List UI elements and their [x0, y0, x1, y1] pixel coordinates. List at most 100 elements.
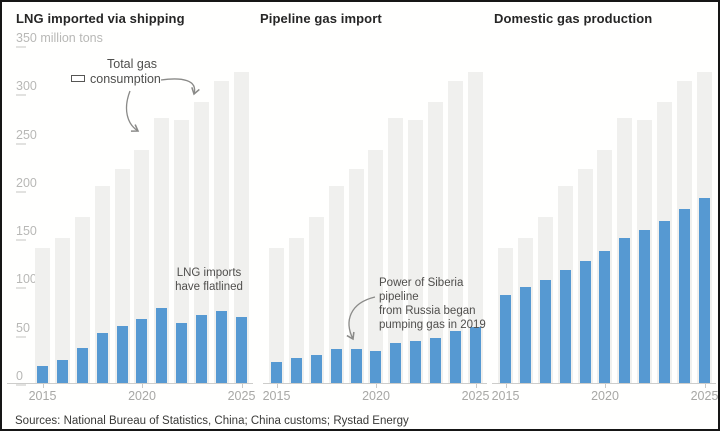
pipeline-bar-2016: [290, 357, 302, 383]
domestic-bar-2019: [579, 261, 591, 383]
lng-bar-2025: [235, 317, 247, 383]
panel-title-pipeline: Pipeline gas import: [260, 11, 382, 26]
x-tick-label-2015: 2015: [28, 389, 57, 403]
y-tick-mark: [16, 46, 26, 48]
x-tick-mark-2020: [605, 384, 606, 388]
consumption-bar-2025: [233, 72, 249, 383]
x-tick-mark-2015: [276, 384, 278, 388]
pipeline-bar-2015: [271, 361, 282, 383]
y-tick-label: 300: [16, 79, 37, 94]
bar-column-2015: [35, 45, 50, 383]
consumption-bar-2015: [35, 247, 50, 383]
y-tick-mark: [16, 287, 26, 290]
x-tick-label-2025: 2025: [690, 389, 719, 403]
pipeline-bar-2024: [450, 330, 462, 383]
consumption-bar-2025: [467, 72, 483, 383]
x-tick-label-2025: 2025: [227, 389, 256, 403]
y-axis: 350 million tons 300 250 200 150 100 50 0: [16, 31, 116, 386]
lng-bar-2020: [136, 319, 148, 383]
lng-bar-2024: [216, 310, 228, 383]
y-tick-label: 50: [16, 320, 30, 335]
domestic-bar-2017: [539, 279, 551, 383]
y-tick-mark: [16, 190, 26, 193]
x-axis-line: [263, 383, 487, 384]
legend-total-consumption: Total gas consumption: [71, 57, 161, 86]
bar-column-2016: [288, 45, 304, 383]
consumption-bar-2015: [269, 247, 284, 383]
y-tick-mark: [16, 384, 26, 386]
bar-column-2017: [74, 45, 90, 383]
x-tick-label-2025: 2025: [461, 389, 490, 403]
bars-container-domestic: [498, 45, 712, 383]
x-tick-label-2015: 2015: [491, 389, 520, 403]
consumption-bar-2024: [214, 80, 230, 383]
panel-lng: Total gas consumption LNG imports have f…: [7, 45, 255, 403]
lng-bar-2017: [76, 348, 88, 383]
bar-column-2022: [637, 45, 653, 383]
bar-column-2015: [269, 45, 284, 383]
bar-column-2024: [214, 45, 230, 383]
pipeline-bar-2018: [330, 349, 342, 383]
x-axis-line: [7, 383, 253, 384]
pipeline-bar-2021: [390, 343, 402, 383]
x-tick-mark-2025: [704, 384, 706, 388]
bar-column-2021: [617, 45, 633, 383]
bar-column-2019: [114, 45, 130, 383]
panel-pipeline: Power of Siberia pipeline from Russia be…: [263, 45, 489, 403]
bar-column-2024: [677, 45, 693, 383]
x-tick-label-2020: 2020: [591, 389, 619, 403]
y-tick-mark: [16, 335, 26, 338]
bar-column-2022: [174, 45, 190, 383]
x-tick-mark-2025: [475, 384, 477, 388]
bar-column-2019: [348, 45, 364, 383]
y-tick-mark: [16, 239, 26, 242]
consumption-bar-2024: [448, 80, 464, 383]
consumption-bar-2021: [388, 118, 404, 383]
consumption-bar-2017: [74, 216, 90, 383]
legend-label-line2: consumption: [90, 71, 161, 86]
bar-column-2015: [498, 45, 513, 383]
bar-column-2022: [408, 45, 424, 383]
bar-column-2020: [368, 45, 384, 383]
lng-bar-2018: [96, 332, 108, 383]
domestic-bar-2023: [659, 220, 671, 383]
consumption-bar-2020: [368, 150, 384, 383]
domestic-bar-2024: [679, 209, 691, 383]
bar-column-2023: [194, 45, 210, 383]
pipeline-bar-2017: [310, 355, 322, 383]
x-tick-label-2020: 2020: [128, 389, 156, 403]
pipeline-bar-2023: [430, 337, 442, 383]
panel-domestic: 2015 2020 2025: [492, 45, 718, 403]
panel-title-lng: LNG imported via shipping: [16, 11, 185, 26]
lng-bar-2016: [56, 359, 68, 383]
bar-column-2025: [233, 45, 249, 383]
source-credit: Sources: National Bureau of Statistics, …: [15, 415, 409, 427]
y-tick-label: 350 million tons: [16, 31, 103, 45]
domestic-bar-2018: [559, 270, 571, 383]
y-tick-label: 100: [16, 272, 37, 287]
lng-bar-2022: [176, 323, 188, 383]
bar-column-2025: [467, 45, 483, 383]
pipeline-bar-2020: [370, 351, 382, 383]
panel-title-domestic: Domestic gas production: [494, 11, 653, 26]
bar-column-2021: [154, 45, 170, 383]
bar-column-2023: [428, 45, 444, 383]
domestic-bar-2025: [698, 197, 710, 383]
consumption-bar-2023: [428, 102, 444, 383]
domestic-bar-2021: [619, 238, 631, 383]
bar-column-2021: [388, 45, 404, 383]
consumption-bar-2022: [174, 120, 190, 383]
consumption-bar-2016: [54, 238, 70, 383]
legend-swatch-consumption: [71, 75, 85, 83]
lng-bar-2019: [116, 326, 128, 383]
domestic-bar-2016: [519, 287, 531, 383]
bar-column-2020: [597, 45, 613, 383]
y-tick-150: 150: [16, 224, 37, 242]
consumption-bar-2023: [194, 102, 210, 383]
pipeline-bar-2022: [410, 340, 422, 383]
y-tick-label: 250: [16, 127, 37, 142]
bar-column-2023: [657, 45, 673, 383]
x-tick-mark-2025: [241, 384, 243, 388]
consumption-bar-2016: [288, 238, 304, 383]
